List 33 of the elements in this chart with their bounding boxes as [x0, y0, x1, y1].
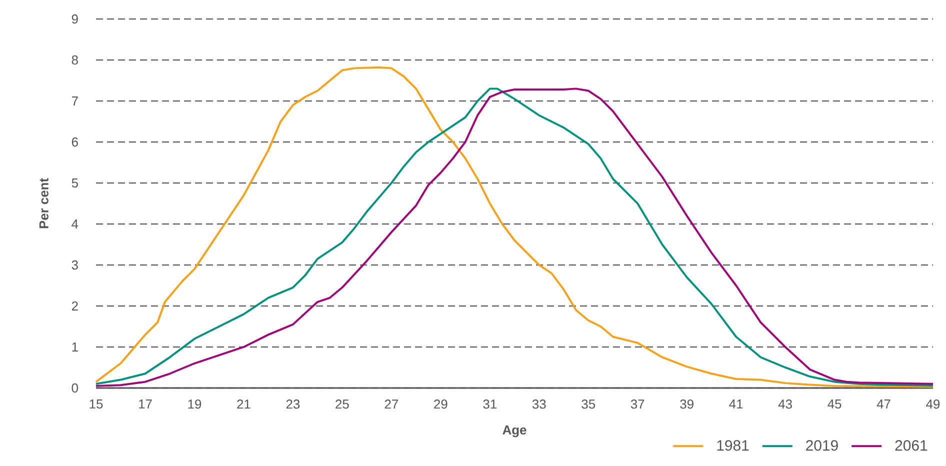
x-tick-label: 43: [778, 400, 792, 409]
x-tick-label: 49: [926, 400, 940, 409]
legend-label: 2019: [806, 440, 838, 451]
y-tick-label: 3: [72, 260, 78, 270]
x-tick-label: 19: [188, 400, 202, 409]
y-tick-label: 4: [72, 220, 78, 228]
y-tick-label: 5: [72, 178, 78, 188]
x-tick-label: 41: [729, 400, 743, 408]
x-tick-label: 35: [582, 400, 596, 409]
y-axis-title: Per cent: [39, 178, 48, 228]
x-tick-label: 27: [384, 400, 398, 409]
x-tick-label: 45: [828, 400, 842, 409]
x-tick-label: 39: [680, 400, 694, 409]
x-tick-label: 29: [434, 400, 448, 409]
y-tick-label: 0: [72, 383, 78, 393]
legend-label: 1981: [717, 440, 749, 451]
y-tick-label: 2: [72, 301, 78, 311]
x-tick-label: 25: [336, 400, 349, 409]
x-tick-label: 47: [876, 400, 890, 408]
x-tick-label: 23: [286, 400, 300, 409]
x-tick-label: 37: [630, 400, 644, 409]
x-tick-label: 33: [532, 400, 546, 409]
x-tick-label: 17: [139, 400, 152, 408]
x-tick-label: 15: [90, 400, 103, 409]
y-tick-label: 6: [72, 137, 78, 147]
x-tick-label: 21: [237, 400, 250, 409]
y-tick-label: 7: [72, 96, 78, 106]
y-tick-label: 8: [72, 55, 78, 65]
y-tick-label: 9: [72, 14, 78, 24]
x-tick-label: 31: [483, 400, 496, 409]
y-tick-label: 1: [72, 342, 78, 352]
legend-label: 2061: [895, 440, 928, 451]
x-axis-title: Age: [502, 426, 526, 438]
